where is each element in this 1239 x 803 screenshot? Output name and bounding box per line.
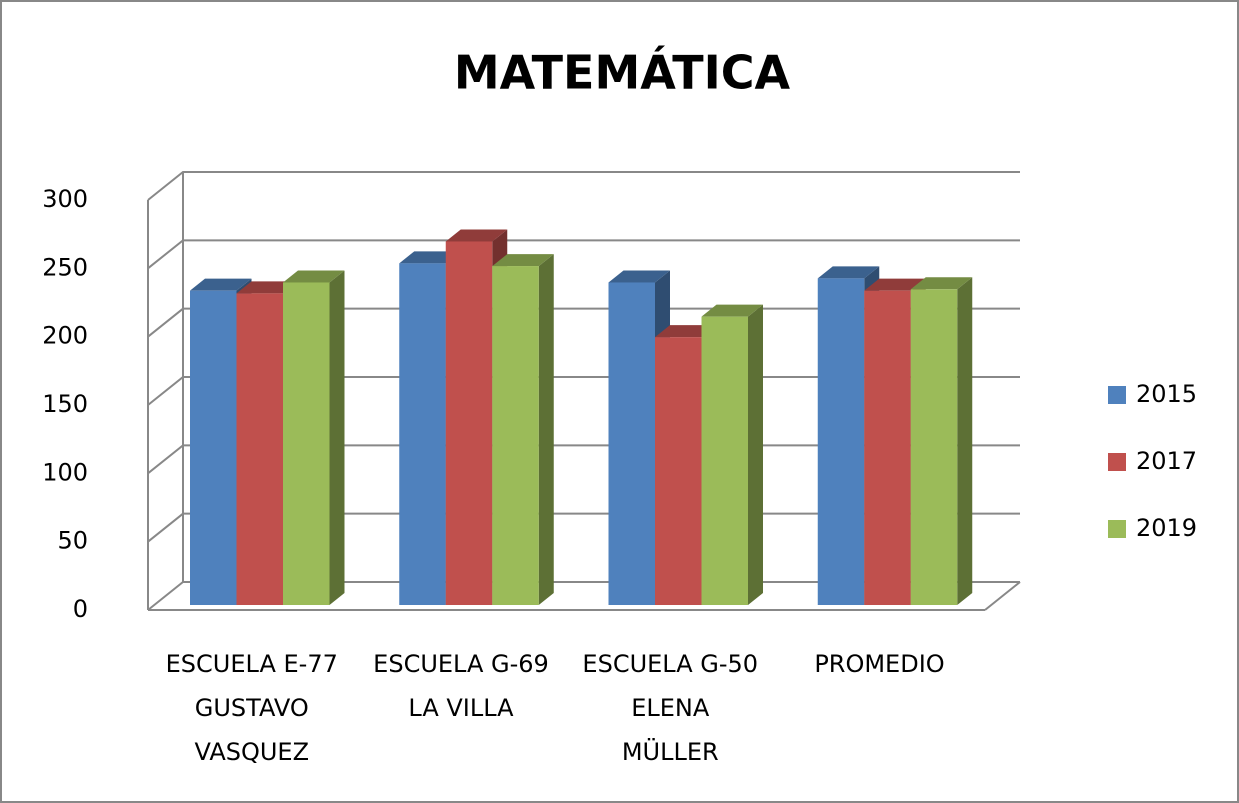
bar-top bbox=[492, 254, 554, 267]
legend-swatch bbox=[1108, 520, 1126, 538]
x-tick-label: MÜLLER bbox=[622, 737, 719, 766]
bar-top bbox=[399, 251, 461, 264]
bar bbox=[399, 263, 446, 605]
bar-top bbox=[283, 270, 345, 283]
y-tick-label: 50 bbox=[57, 527, 88, 555]
bar-top bbox=[655, 325, 717, 338]
legend-swatch bbox=[1108, 453, 1126, 471]
legend-swatch bbox=[1108, 386, 1126, 404]
grid-line bbox=[147, 239, 1020, 270]
x-tick-label: ELENA bbox=[631, 694, 710, 722]
x-tick-label: ESCUELA G-69 bbox=[373, 650, 549, 678]
x-tick-label: PROMEDIO bbox=[814, 650, 944, 678]
bar bbox=[608, 282, 655, 605]
x-tick-label: GUSTAVO bbox=[195, 694, 309, 722]
legend-label: 2015 bbox=[1136, 380, 1197, 408]
bar bbox=[864, 290, 911, 605]
x-tick-label: ESCUELA E-77 bbox=[166, 650, 338, 678]
bar bbox=[236, 293, 283, 605]
grid-line bbox=[147, 171, 1020, 201]
y-tick-label: 200 bbox=[42, 322, 88, 350]
x-tick-label: LA VILLA bbox=[408, 694, 514, 722]
bar bbox=[445, 241, 493, 605]
bar-side bbox=[329, 270, 345, 605]
bar-top bbox=[445, 229, 508, 242]
legend-label: 2017 bbox=[1136, 447, 1197, 475]
bar bbox=[910, 289, 958, 605]
bar-top bbox=[864, 278, 926, 291]
bar-top bbox=[910, 277, 973, 290]
bar-top bbox=[236, 281, 298, 294]
y-tick-label: 300 bbox=[42, 185, 88, 213]
bar bbox=[283, 282, 330, 605]
bar-top bbox=[608, 270, 670, 283]
x-tick-label: ESCUELA G-50 bbox=[582, 650, 758, 678]
bar-side bbox=[538, 254, 554, 606]
y-tick-label: 250 bbox=[42, 253, 88, 281]
bar bbox=[817, 278, 865, 605]
bar-top bbox=[817, 266, 880, 279]
legend-label: 2019 bbox=[1136, 514, 1197, 542]
bar bbox=[190, 290, 237, 605]
y-tick-label: 0 bbox=[73, 595, 88, 623]
bar-side bbox=[748, 304, 763, 605]
chart-title: MATEMÁTICA bbox=[454, 46, 791, 100]
floor-right bbox=[984, 581, 1021, 611]
bar bbox=[492, 266, 539, 605]
y-tick-label: 100 bbox=[42, 458, 88, 486]
bar-top bbox=[701, 304, 763, 317]
y-tick-label: 150 bbox=[42, 390, 88, 418]
bar bbox=[655, 337, 702, 605]
bar-top bbox=[190, 278, 252, 291]
x-tick-label: VASQUEZ bbox=[194, 738, 309, 766]
bar-side bbox=[957, 277, 973, 605]
bar bbox=[701, 316, 748, 605]
